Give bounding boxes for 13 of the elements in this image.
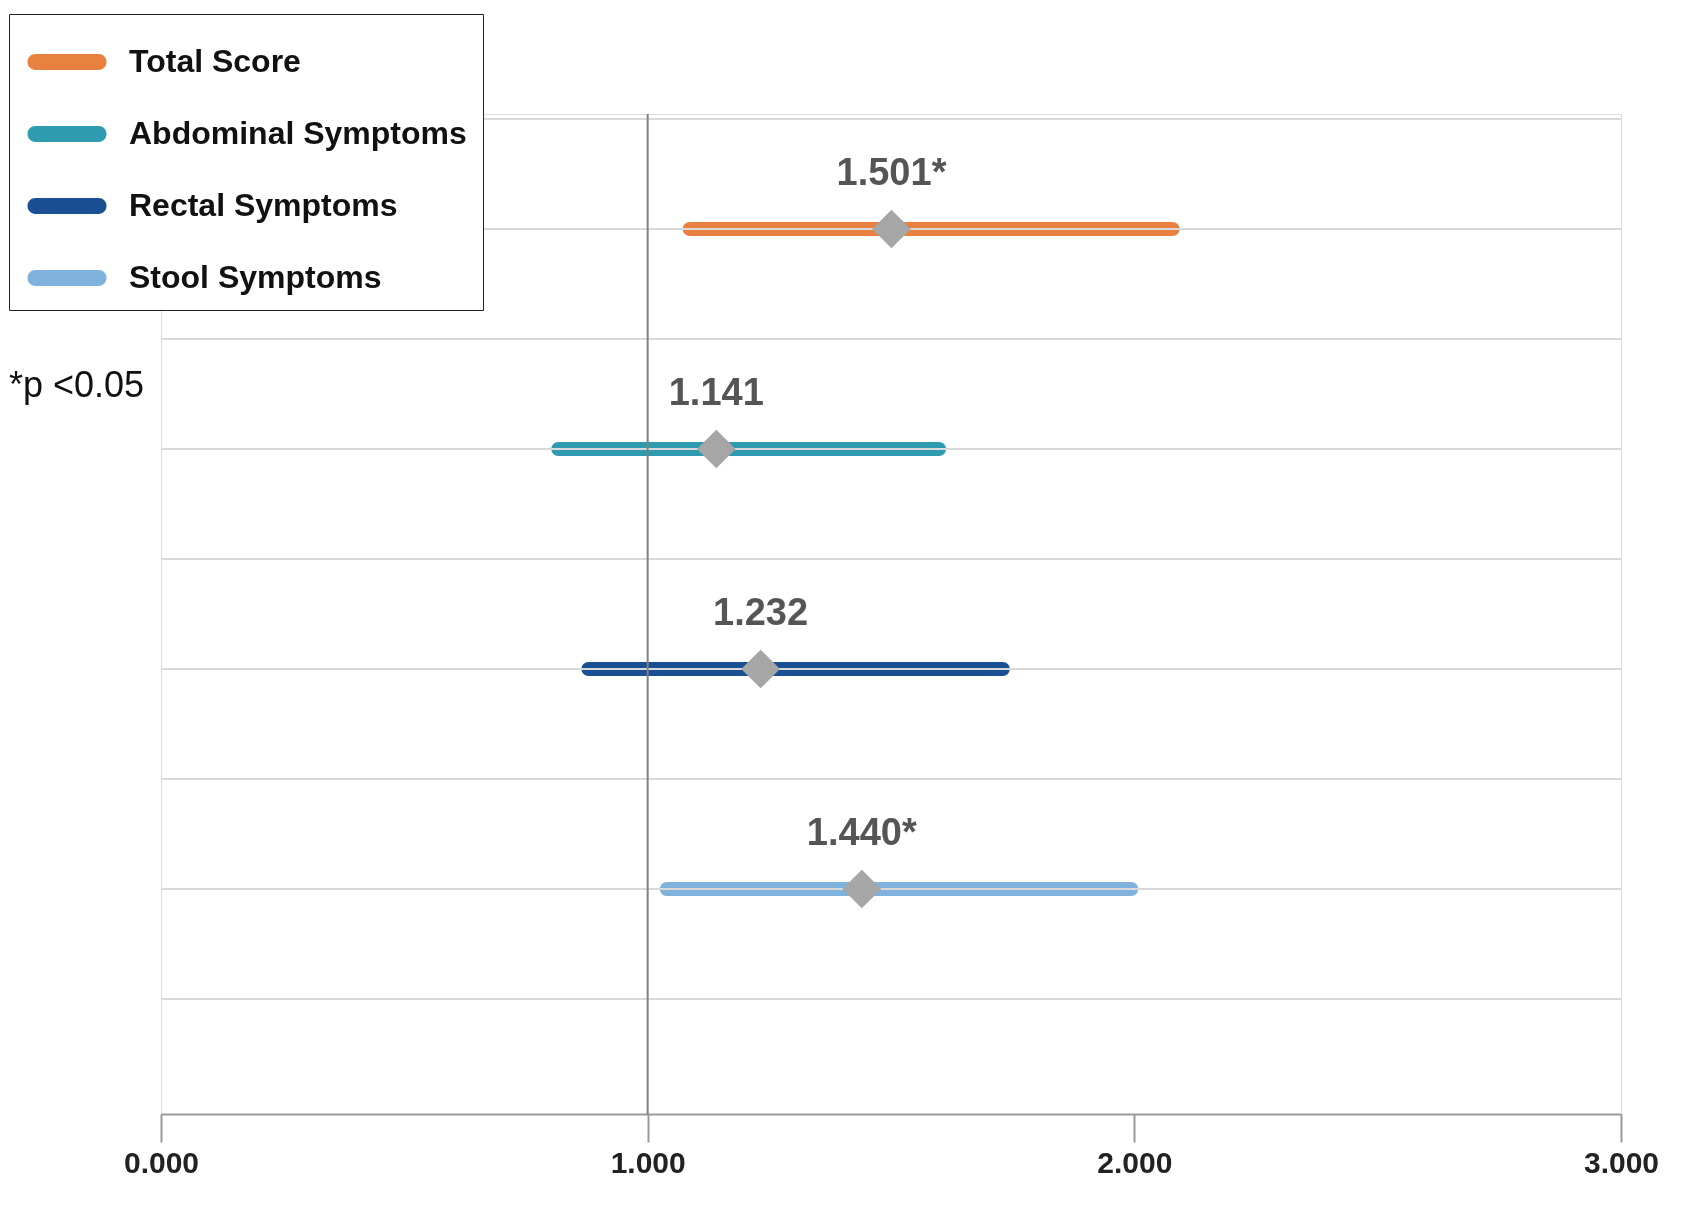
- x-tick-label: 0.000: [123, 1145, 200, 1179]
- data-label: 1.141: [668, 371, 764, 413]
- legend-label: Rectal Symptoms: [129, 187, 398, 223]
- legend-label: Stool Symptoms: [129, 259, 382, 295]
- x-tick-label: 1.000: [610, 1145, 686, 1179]
- x-tick-label: 3.000: [1583, 1145, 1660, 1179]
- legend-label: Abdominal Symptoms: [129, 115, 467, 151]
- legend-label: Total Score: [129, 43, 301, 79]
- data-label: 1.440*: [806, 811, 917, 853]
- data-label: 1.501*: [836, 151, 947, 193]
- data-label: 1.232: [713, 591, 809, 633]
- x-tick-label: 2.000: [1097, 1145, 1173, 1179]
- text: *p <0.05: [9, 364, 145, 405]
